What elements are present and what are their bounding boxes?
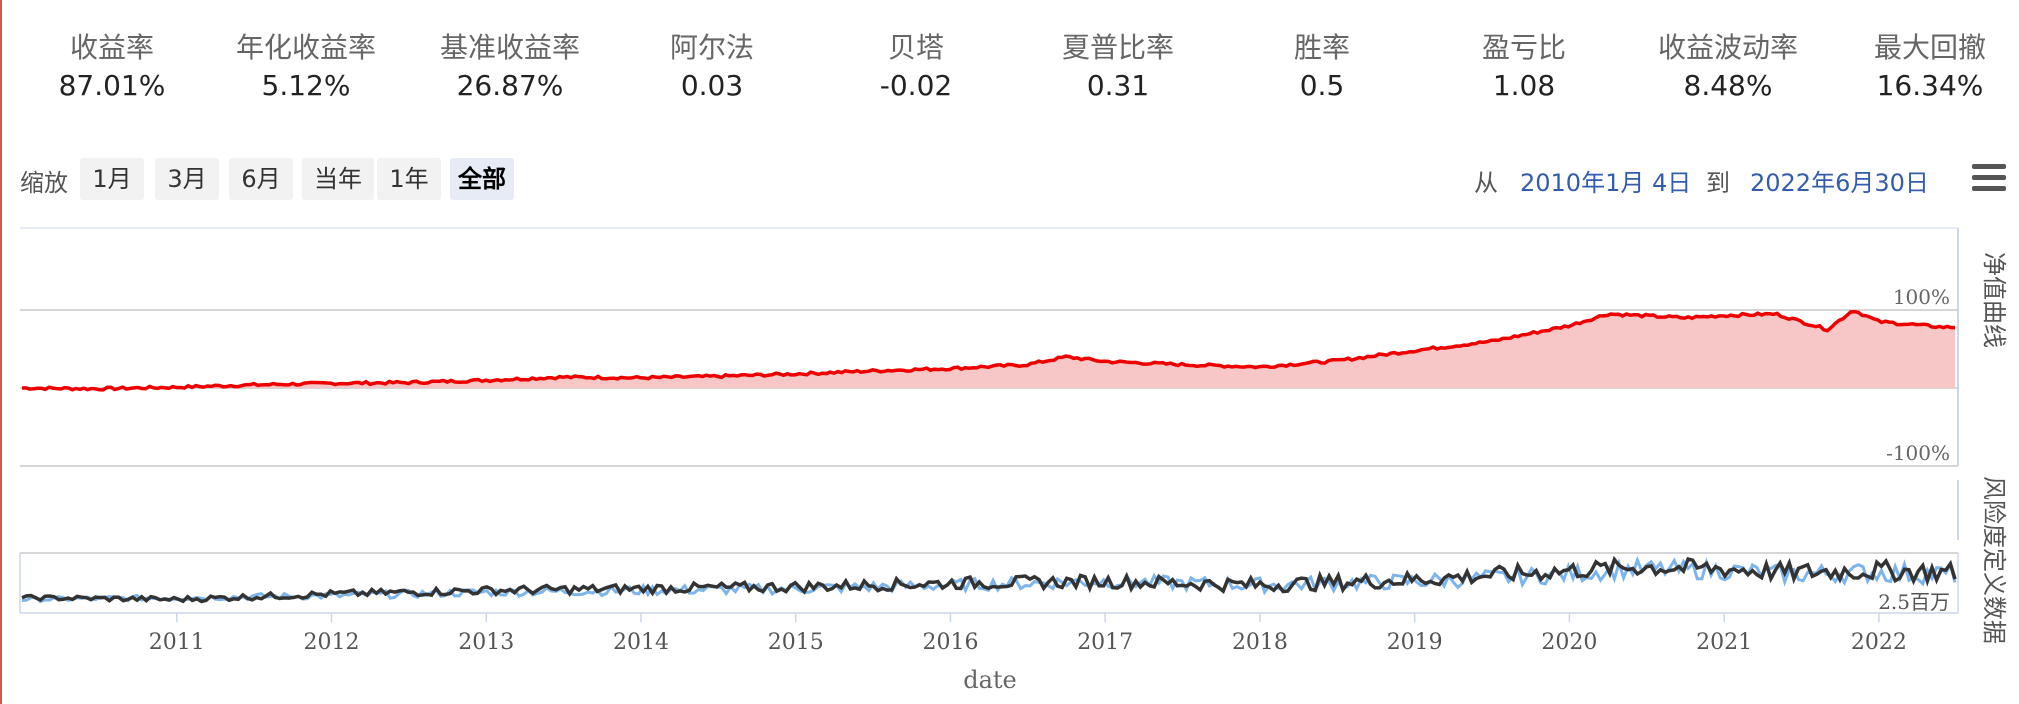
stat-label: 贝塔	[887, 31, 944, 64]
stat-3: 阿尔法 0.03	[612, 30, 812, 104]
stat-5: 夏普比率 0.31	[1018, 30, 1218, 104]
stat-label: 夏普比率	[1061, 31, 1174, 64]
to-label: 到	[1706, 169, 1730, 197]
y-tick-label: -100%	[1886, 441, 1950, 465]
net-value-line	[21, 309, 1956, 392]
x-tick-label: 2018	[1232, 630, 1288, 655]
x-tick-label: 2017	[1077, 630, 1133, 655]
zoom-button-1[interactable]: 3月	[155, 158, 219, 200]
stat-label: 收益波动率	[1657, 31, 1798, 64]
stat-value: 0.31	[1086, 69, 1150, 102]
stat-1: 年化收益率 5.12%	[206, 30, 406, 104]
stat-label: 胜率	[1293, 31, 1350, 64]
stats-row: 收益率 87.01% 年化收益率 5.12% 基准收益率 26.87% 阿尔法 0.03 贝塔 -…	[0, 30, 2019, 110]
stat-9: 最大回撤 16.34%	[1830, 30, 2019, 104]
x-tick-label: 2012	[303, 630, 359, 655]
zoom-button-0[interactable]: 1月	[80, 158, 144, 200]
stat-label: 收益率	[69, 31, 154, 64]
y2-tick-label: 2.5百万	[1878, 590, 1950, 614]
risk-series-0	[21, 555, 1957, 604]
zoom-label: 缩放	[20, 169, 68, 197]
y-axis-title: 净值曲线	[1980, 252, 2008, 348]
stat-label: 基准收益率	[439, 31, 580, 64]
stat-value: 0.5	[1299, 69, 1345, 102]
x-tick-label: 2016	[922, 630, 978, 655]
stat-value: 1.08	[1492, 69, 1556, 102]
net-value-area	[22, 311, 1955, 390]
zoom-button-2[interactable]: 6月	[229, 158, 293, 200]
x-tick-label: 2019	[1387, 630, 1443, 655]
y-tick-label: 100%	[1893, 285, 1950, 309]
stat-4: 贝塔 -0.02	[816, 30, 1016, 104]
x-tick-label: 2014	[613, 630, 669, 655]
y2-axis-title: 风险度定义数据	[1980, 476, 2008, 644]
x-tick-label: 2022	[1851, 630, 1907, 655]
zoom-button-3[interactable]: 当年	[302, 158, 374, 200]
to-date[interactable]: 2022年6月30日	[1750, 169, 1929, 197]
stat-value: 8.48%	[1683, 69, 1773, 102]
from-date[interactable]: 2010年1月 4日	[1520, 169, 1692, 197]
stat-0: 收益率 87.01%	[12, 30, 212, 104]
x-tick-label: 2021	[1696, 630, 1752, 655]
stat-label: 最大回撤	[1873, 31, 1986, 64]
x-tick-label: 2015	[768, 630, 824, 655]
stat-label: 盈亏比	[1481, 31, 1566, 64]
stat-value: 26.87%	[456, 69, 564, 102]
zoom-button-5[interactable]: 全部	[450, 158, 514, 200]
stat-2: 基准收益率 26.87%	[410, 30, 610, 104]
stat-value: -0.02	[879, 69, 953, 102]
stat-6: 胜率 0.5	[1222, 30, 1422, 104]
stat-label: 年化收益率	[235, 31, 376, 64]
risk-series-1	[21, 555, 1957, 604]
x-axis-title: date	[963, 666, 1017, 694]
stat-value: 0.03	[680, 69, 744, 102]
stat-value: 87.01%	[58, 69, 166, 102]
x-tick-label: 2011	[149, 630, 205, 655]
hamburger-menu-icon[interactable]	[1972, 164, 2006, 194]
stat-value: 16.34%	[1876, 69, 1984, 102]
stat-value: 5.12%	[261, 69, 351, 102]
stat-label: 阿尔法	[669, 31, 754, 64]
zoom-button-4[interactable]: 1年	[377, 158, 441, 200]
stat-7: 盈亏比 1.08	[1424, 30, 1624, 104]
from-label: 从	[1474, 169, 1498, 197]
left-edge-line	[0, 0, 2, 704]
x-tick-label: 2020	[1541, 630, 1597, 655]
stat-8: 收益波动率 8.48%	[1628, 30, 1828, 104]
x-tick-label: 2013	[458, 630, 514, 655]
